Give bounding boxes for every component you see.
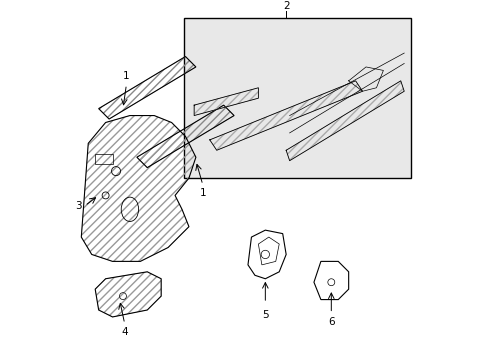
- Text: 5: 5: [262, 310, 268, 320]
- Text: 1: 1: [123, 71, 129, 81]
- Bar: [183, 18, 410, 178]
- Bar: [95, 154, 112, 164]
- Text: 4: 4: [121, 327, 128, 337]
- Text: 2: 2: [282, 1, 289, 12]
- Text: 1: 1: [199, 189, 206, 198]
- Text: 6: 6: [327, 317, 334, 327]
- Text: 3: 3: [75, 201, 81, 211]
